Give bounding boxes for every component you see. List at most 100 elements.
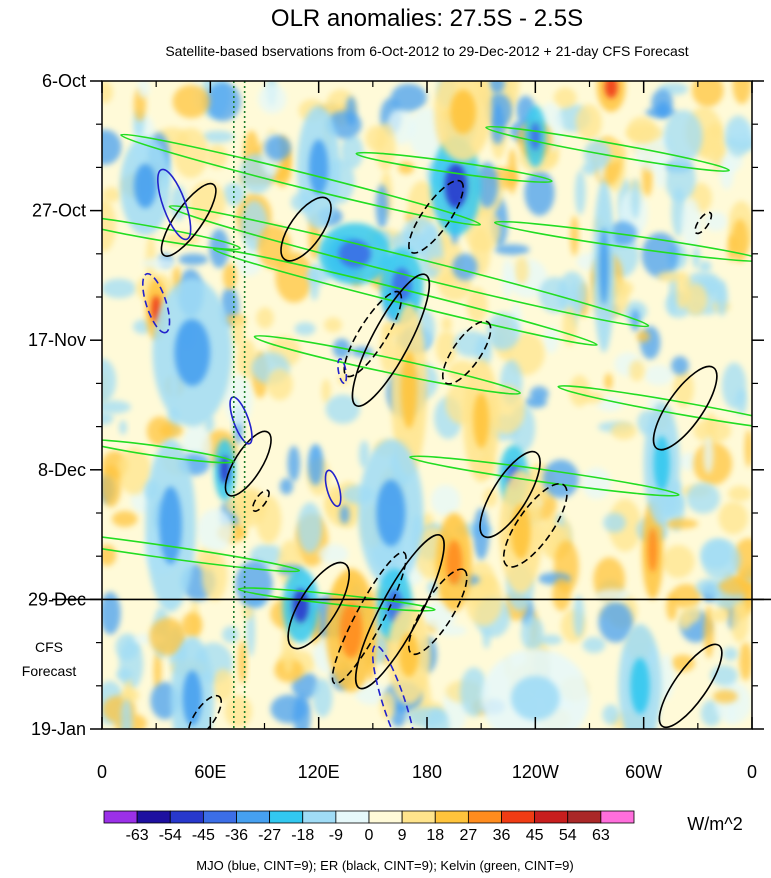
anomaly-texture <box>718 577 752 595</box>
anomaly-texture <box>727 234 737 262</box>
anomaly-texture <box>153 651 162 691</box>
anomaly-texture <box>258 84 287 114</box>
anomaly-texture <box>569 375 590 407</box>
anomaly-texture <box>724 115 752 158</box>
anomaly-texture <box>730 600 750 643</box>
anomaly-texture <box>390 83 427 112</box>
mjo-contour <box>141 272 171 334</box>
er-contour <box>408 568 468 656</box>
colorbar-label: -45 <box>192 827 215 844</box>
er-contour <box>658 643 723 729</box>
kelvin-contour <box>120 133 482 226</box>
anomaly-texture <box>312 678 333 718</box>
colorbar-label: 9 <box>398 827 407 844</box>
anomaly-texture <box>181 612 203 638</box>
forecast-label-line2: Forecast <box>22 663 77 679</box>
x-axis: 0 60E 120E 180 120W 60W 0 <box>97 81 757 782</box>
colorbar-swatch <box>103 810 138 824</box>
anomaly-texture <box>704 211 728 232</box>
colorbar-swatch <box>335 810 370 824</box>
colorbar-label: 54 <box>559 827 577 844</box>
anomaly-texture <box>721 362 747 409</box>
er-contour <box>694 211 713 235</box>
colorbar-label: 36 <box>493 827 511 844</box>
anomaly-core <box>133 163 157 209</box>
anomaly-core <box>338 239 372 268</box>
anomaly-texture <box>293 694 311 729</box>
anomaly-texture <box>744 429 752 468</box>
chart-title: OLR anomalies: 27.5S - 2.5S <box>271 5 583 32</box>
anomaly-texture <box>636 330 650 343</box>
er-contour <box>441 320 492 385</box>
anomaly-texture <box>339 505 350 524</box>
anomaly-texture <box>489 81 505 94</box>
anomaly-texture <box>178 253 209 266</box>
anomaly-texture <box>610 422 637 440</box>
anomaly-texture <box>189 181 226 225</box>
anomaly-texture <box>701 539 741 581</box>
anomaly-core <box>530 122 541 151</box>
anomaly-texture <box>662 545 695 579</box>
anomaly-texture <box>501 258 513 299</box>
anomaly-texture <box>718 501 749 535</box>
anomaly-texture <box>583 139 611 170</box>
y-axis: 6-Oct 27-Oct 17-Nov 8-Dec 29-Dec 19-Jan <box>28 71 764 739</box>
anomaly-texture <box>279 478 294 495</box>
x-tick-label: 0 <box>97 762 107 782</box>
colorbar: -63 -54 -45 -36 -27 -18 -9 0 9 18 27 36 45 54 63 <box>103 810 635 844</box>
er-contour <box>224 430 272 497</box>
anomaly-texture <box>111 510 138 527</box>
anomaly-texture <box>692 245 701 269</box>
anomaly-core <box>219 455 230 484</box>
anomaly-texture <box>671 356 689 375</box>
anomaly-texture <box>641 232 679 278</box>
anomaly-texture <box>119 420 127 435</box>
colorbar-swatch <box>136 810 171 824</box>
anomaly-core <box>391 267 412 302</box>
anomaly-texture <box>666 592 678 621</box>
colorbar-swatch <box>434 810 469 824</box>
reference-lines <box>233 81 246 729</box>
anomaly-texture <box>629 360 645 382</box>
anomaly-texture <box>602 704 620 725</box>
anomaly-texture <box>120 698 133 729</box>
anomaly-texture <box>710 608 729 623</box>
anomaly-texture <box>309 262 320 301</box>
anomaly-texture <box>713 689 738 704</box>
anomaly-texture <box>102 544 117 566</box>
anomaly-texture <box>375 123 396 172</box>
anomaly-texture <box>324 317 343 333</box>
anomaly-texture <box>655 157 666 189</box>
anomaly-texture <box>664 109 703 163</box>
anomaly-core <box>376 479 406 547</box>
anomaly-core <box>450 89 477 135</box>
anomaly-texture <box>673 369 695 408</box>
anomaly-texture <box>102 591 121 635</box>
anomaly-texture <box>728 485 752 502</box>
mjo-contour <box>371 644 418 729</box>
anomaly-core <box>400 350 418 429</box>
anomaly-texture <box>529 386 549 402</box>
anomaly-texture <box>358 440 370 469</box>
y-tick-label: 8-Dec <box>38 460 86 480</box>
er-contour <box>351 273 431 407</box>
y-tick-label: 29-Dec <box>28 589 86 609</box>
anomaly-texture <box>466 287 488 323</box>
anomaly-texture <box>710 665 738 686</box>
colorbar-label: 63 <box>592 827 610 844</box>
colorbar-swatch <box>269 810 304 824</box>
anomaly-core <box>308 139 329 196</box>
x-tick-label: 60E <box>194 762 226 782</box>
anomaly-texture <box>670 584 702 609</box>
anomaly-texture <box>693 418 732 444</box>
anomaly-texture <box>115 633 139 661</box>
anomaly-core <box>511 503 531 560</box>
er-contour <box>354 534 445 690</box>
anomaly-texture <box>644 364 674 386</box>
colorbar-label: 45 <box>526 827 544 844</box>
colorbar-label: 18 <box>426 827 444 844</box>
anomaly-texture <box>120 688 140 703</box>
kelvin-contour <box>212 247 598 347</box>
anomaly-core <box>339 602 363 659</box>
